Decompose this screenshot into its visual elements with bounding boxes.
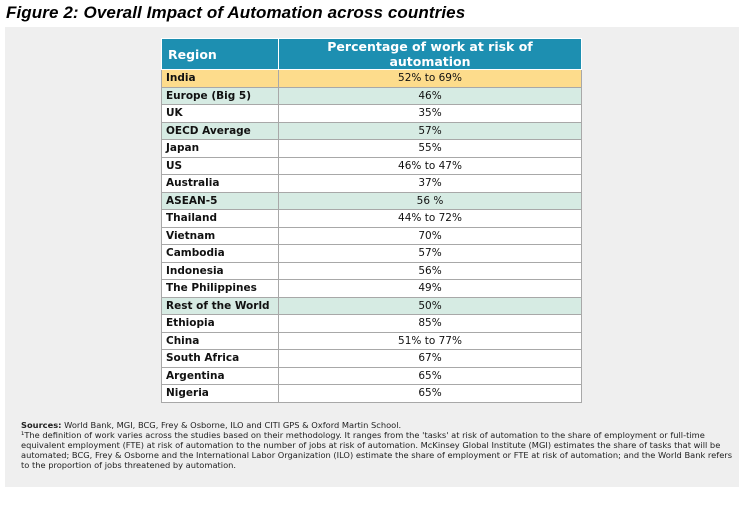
table-row: India 52% to 69% <box>161 69 582 88</box>
percentage-column-header: Percentage of work at risk of automation <box>278 38 582 70</box>
region-cell: The Philippines <box>161 279 279 298</box>
table-row: Australia 37% <box>161 174 582 193</box>
table-row: Nigeria 65% <box>161 384 582 403</box>
region-cell: ASEAN-5 <box>161 191 279 210</box>
table-row: US 46% to 47% <box>161 156 582 175</box>
region-cell: US <box>161 156 279 175</box>
percentage-cell: 65% <box>278 366 582 385</box>
percentage-cell: 44% to 72% <box>278 209 582 228</box>
definition-footnote: ¹The definition of work varies across th… <box>21 430 733 470</box>
region-cell: Indonesia <box>161 261 279 280</box>
region-cell: Japan <box>161 139 279 158</box>
table-header-row: Region Percentage of work at risk of aut… <box>161 38 582 70</box>
percentage-cell: 67% <box>278 349 582 368</box>
region-cell: Rest of the World <box>161 296 279 315</box>
region-cell: Argentina <box>161 366 279 385</box>
region-column-header: Region <box>161 38 279 70</box>
percentage-cell: 50% <box>278 296 582 315</box>
percentage-cell: 57% <box>278 244 582 263</box>
region-cell: South Africa <box>161 349 279 368</box>
sources-label: Sources: <box>21 420 62 430</box>
sources-note: Sources: World Bank, MGI, BCG, Frey & Os… <box>21 420 736 430</box>
table-row: Cambodia 57% <box>161 244 582 263</box>
table-row: China 51% to 77% <box>161 331 582 350</box>
table-row: ASEAN-5 56 % <box>161 191 582 210</box>
table-body: India 52% to 69% Europe (Big 5) 46% UK 35% OEC… <box>161 69 582 403</box>
percentage-cell: 70% <box>278 226 582 245</box>
region-cell: Australia <box>161 174 279 193</box>
percentage-cell: 35% <box>278 104 582 123</box>
region-cell: Thailand <box>161 209 279 228</box>
region-cell: Ethiopia <box>161 314 279 333</box>
percentage-cell: 46% to 47% <box>278 156 582 175</box>
region-cell: China <box>161 331 279 350</box>
sources-text: World Bank, MGI, BCG, Frey & Osborne, IL… <box>61 420 402 430</box>
percentage-cell: 65% <box>278 384 582 403</box>
percentage-cell: 46% <box>278 86 582 105</box>
table-row: Indonesia 56% <box>161 261 582 280</box>
region-cell: Cambodia <box>161 244 279 263</box>
table-row: Japan 55% <box>161 139 582 158</box>
percentage-cell: 56% <box>278 261 582 280</box>
table-row: OECD Average 57% <box>161 121 582 140</box>
figure-title: Figure 2: Overall Impact of Automation a… <box>6 3 466 22</box>
table-row: Argentina 65% <box>161 366 582 385</box>
table-row: Europe (Big 5) 46% <box>161 86 582 105</box>
table-row: South Africa 67% <box>161 349 582 368</box>
percentage-cell: 37% <box>278 174 582 193</box>
table-row: Ethiopia 85% <box>161 314 582 333</box>
figure-panel: Region Percentage of work at risk of aut… <box>5 27 739 487</box>
percentage-cell: 52% to 69% <box>278 69 582 88</box>
region-cell: UK <box>161 104 279 123</box>
region-cell: Nigeria <box>161 384 279 403</box>
table-row: The Philippines 49% <box>161 279 582 298</box>
region-cell: Europe (Big 5) <box>161 86 279 105</box>
percentage-cell: 49% <box>278 279 582 298</box>
automation-risk-table: Region Percentage of work at risk of aut… <box>161 38 582 403</box>
table-row: Rest of the World 50% <box>161 296 582 315</box>
table-row: UK 35% <box>161 104 582 123</box>
percentage-cell: 85% <box>278 314 582 333</box>
percentage-cell: 56 % <box>278 191 582 210</box>
table-row: Vietnam 70% <box>161 226 582 245</box>
region-cell: OECD Average <box>161 121 279 140</box>
region-cell: Vietnam <box>161 226 279 245</box>
percentage-cell: 55% <box>278 139 582 158</box>
percentage-cell: 57% <box>278 121 582 140</box>
table-row: Thailand 44% to 72% <box>161 209 582 228</box>
region-cell: India <box>161 69 279 88</box>
percentage-cell: 51% to 77% <box>278 331 582 350</box>
table-notes: Sources: World Bank, MGI, BCG, Frey & Os… <box>21 420 736 470</box>
